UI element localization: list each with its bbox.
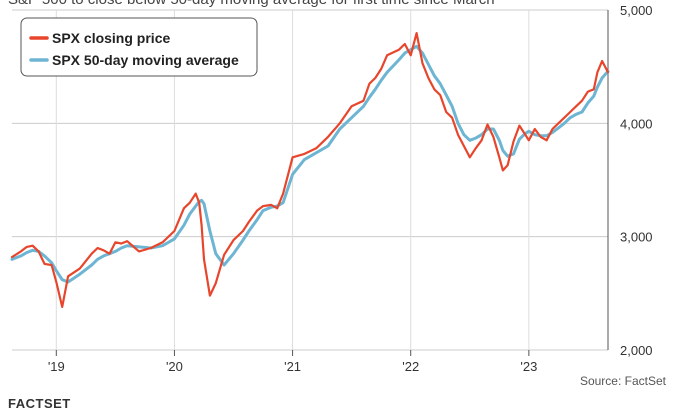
legend: SPX closing price SPX 50-day moving aver… bbox=[20, 17, 258, 77]
source-note: Source: FactSet bbox=[580, 374, 667, 388]
brand-label: FACTSET bbox=[8, 396, 71, 411]
legend-label-price: SPX closing price bbox=[52, 30, 170, 46]
y-tick-label: 4,000 bbox=[620, 116, 653, 131]
x-tick-label: '21 bbox=[284, 359, 301, 374]
x-tick-label: '23 bbox=[520, 359, 537, 374]
x-axis-ticks: '19 '20 '21 '22 '23 bbox=[48, 350, 537, 374]
series-lines bbox=[10, 31, 610, 308]
y-tick-label: 5,000 bbox=[620, 3, 653, 18]
x-tick-label: '19 bbox=[48, 359, 65, 374]
y-tick-label: 2,000 bbox=[620, 343, 653, 358]
chart-title: S&P 500 to close below 50-day moving ave… bbox=[8, 0, 495, 8]
series-line-price bbox=[10, 31, 610, 308]
series-line-moving-average bbox=[10, 44, 610, 284]
y-tick-label: 3,000 bbox=[620, 230, 653, 245]
x-tick-label: '22 bbox=[402, 359, 419, 374]
gridlines bbox=[12, 9, 609, 351]
y-axis-ticks: 2,000 3,000 4,000 5,000 bbox=[620, 3, 653, 358]
legend-label-ma: SPX 50-day moving average bbox=[52, 52, 239, 68]
legend-box bbox=[20, 17, 258, 77]
x-tick-label: '20 bbox=[166, 359, 183, 374]
